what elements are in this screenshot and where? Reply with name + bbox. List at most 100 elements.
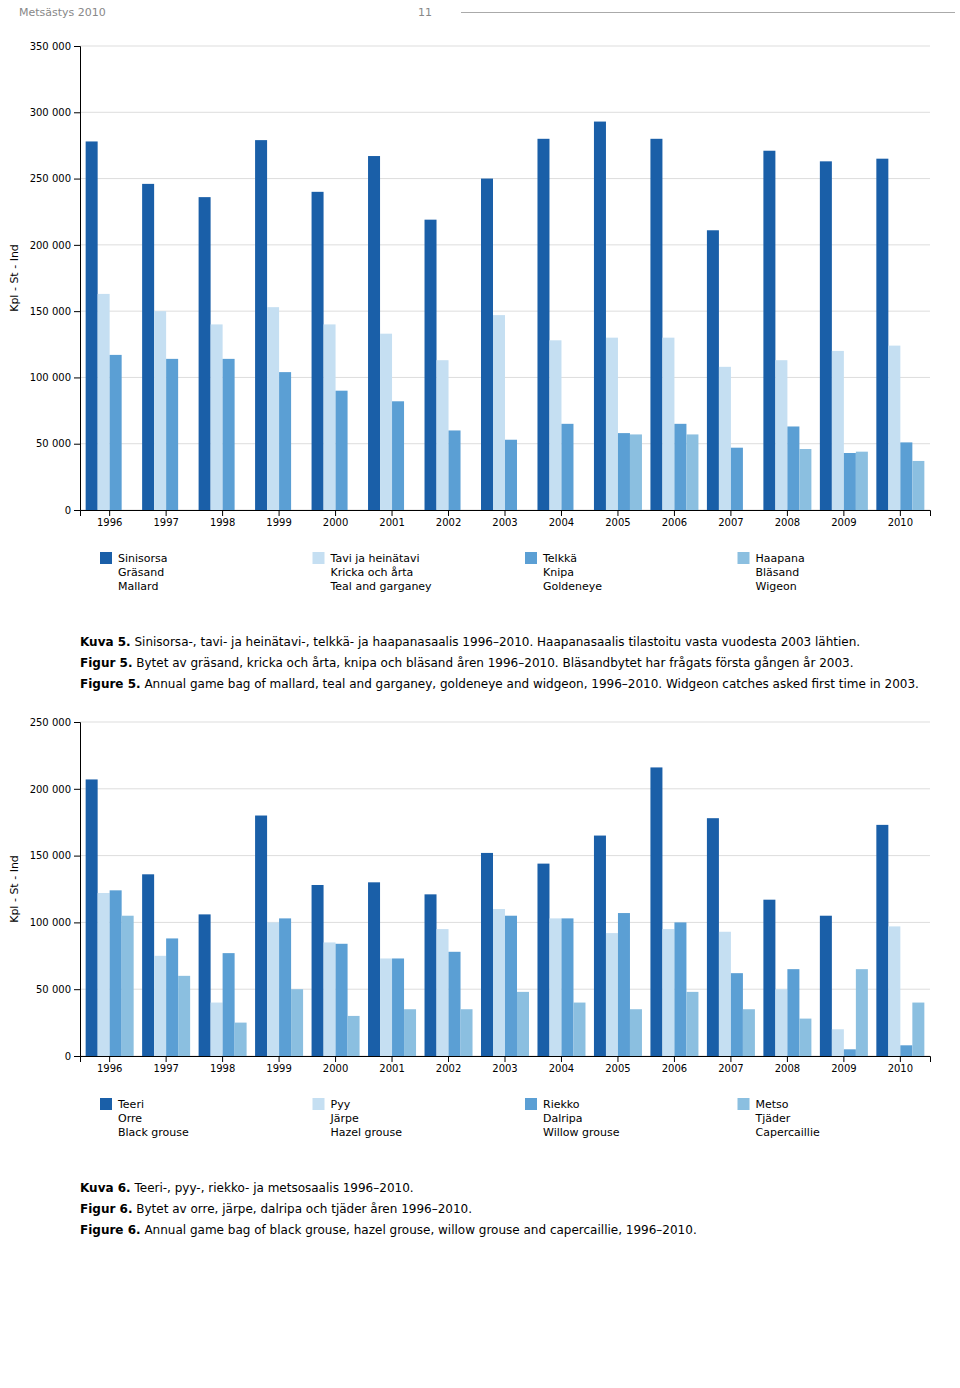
y-tick-label: 0 xyxy=(65,1051,71,1062)
bar xyxy=(449,430,461,510)
bars xyxy=(86,122,925,510)
bar-series xyxy=(98,893,901,1056)
y-axis: 050 000100 000150 000200 000250 000300 0… xyxy=(30,41,81,516)
bar xyxy=(291,990,303,1057)
legend-label-line: Willow grouse xyxy=(543,1126,620,1139)
x-tick: 2007 xyxy=(718,510,743,528)
bar xyxy=(142,875,154,1057)
grid-line xyxy=(80,46,930,47)
y-tick-label: 100 000 xyxy=(30,917,71,928)
y-tick-mark xyxy=(74,444,80,445)
x-tick: 2001 xyxy=(379,510,404,528)
y-axis-line xyxy=(74,723,81,1057)
x-axis-line xyxy=(81,1057,931,1063)
bar xyxy=(279,372,291,510)
x-tick: 2001 xyxy=(379,1056,404,1074)
y-tick-mark xyxy=(74,990,80,991)
bar xyxy=(820,916,832,1056)
legend-swatch xyxy=(525,1098,537,1110)
y-tick: 100 000 xyxy=(30,917,80,928)
legend-label: HaapanaBläsandWigeon xyxy=(756,552,805,593)
legend-swatch xyxy=(525,552,537,564)
bar xyxy=(348,510,360,511)
captions: Kuva 6. Teeri-, pyy-, riekko- ja metsosa… xyxy=(80,1180,930,1238)
bar xyxy=(437,929,449,1056)
x-tick-mark xyxy=(787,1056,788,1062)
bar-series xyxy=(122,916,925,1056)
bar xyxy=(832,351,844,510)
y-tick: 150 000 xyxy=(30,851,80,862)
x-tick-label: 2000 xyxy=(323,1063,348,1074)
y-tick: 0 xyxy=(65,1051,80,1062)
bar xyxy=(481,853,493,1056)
x-tick-label: 1999 xyxy=(266,517,291,528)
legend-item: SinisorsaGräsandMallard xyxy=(100,552,168,593)
x-tick-mark xyxy=(674,1056,675,1062)
y-tick-label: 0 xyxy=(65,505,71,516)
y-tick-label: 100 000 xyxy=(30,372,71,383)
bar xyxy=(900,442,912,510)
x-tick-mark xyxy=(448,510,449,516)
x-tick-label: 2009 xyxy=(831,517,856,528)
x-tick-label: 2009 xyxy=(831,1063,856,1074)
x-tick-mark xyxy=(222,510,223,516)
bar xyxy=(674,923,686,1057)
bar xyxy=(686,992,698,1056)
bar xyxy=(380,959,392,1057)
caption: Figure 5. Annual game bag of mallard, te… xyxy=(80,676,930,693)
bar xyxy=(336,391,348,510)
captions: Kuva 5. Sinisorsa-, tavi- ja heinätavi-,… xyxy=(80,634,930,692)
x-tick-label: 1996 xyxy=(97,1063,122,1074)
legend-label: Tavi ja heinätaviKricka och årtaTeal and… xyxy=(330,552,433,593)
x-tick: 1997 xyxy=(153,1056,178,1074)
x-tick-mark xyxy=(109,1056,110,1062)
bar xyxy=(606,338,618,510)
legend: SinisorsaGräsandMallard Tavi ja heinätavi… xyxy=(100,552,805,593)
bar xyxy=(235,1023,247,1056)
bar xyxy=(707,819,719,1057)
bar xyxy=(110,355,122,510)
bar xyxy=(392,401,404,510)
x-tick: 1999 xyxy=(266,1056,291,1074)
x-tick-mark xyxy=(730,1056,731,1062)
x-tick-label: 2002 xyxy=(436,1063,461,1074)
bar xyxy=(166,359,178,510)
x-tick-mark xyxy=(279,510,280,516)
bar xyxy=(573,1003,585,1056)
caption-lead: Figure 5. xyxy=(80,677,141,691)
header: Metsästys 201011 xyxy=(0,0,960,30)
chart: 050 000100 000150 000200 000250 000300 0… xyxy=(0,30,960,630)
x-tick: 1997 xyxy=(153,510,178,528)
y-axis: 050 000100 000150 000200 000250 000 xyxy=(30,717,81,1062)
bar xyxy=(279,919,291,1057)
x-tick: 2003 xyxy=(492,1056,517,1074)
bar xyxy=(324,943,336,1057)
x-tick: 1998 xyxy=(210,1056,235,1074)
bar xyxy=(404,510,416,511)
x-tick-mark xyxy=(843,1056,844,1062)
bar xyxy=(606,933,618,1056)
y-tick-label: 300 000 xyxy=(30,107,71,118)
legend-item: RiekkoDalripaWillow grouse xyxy=(525,1098,620,1139)
bar xyxy=(178,976,190,1056)
bar xyxy=(561,919,573,1057)
bar xyxy=(900,1046,912,1057)
y-tick-mark xyxy=(74,923,80,924)
legend-swatch xyxy=(738,552,750,564)
plot: 050 000100 000150 000200 000250 000300 0… xyxy=(8,41,931,593)
header-text: Metsästys 2010 xyxy=(19,6,106,19)
legend-label-line: Gräsand xyxy=(118,566,164,579)
y-tick: 50 000 xyxy=(36,438,80,449)
legend-label: TeeriOrreBlack grouse xyxy=(117,1098,189,1139)
bar xyxy=(110,891,122,1057)
x-tick-mark xyxy=(335,1056,336,1062)
bar xyxy=(674,424,686,510)
bar xyxy=(392,959,404,1057)
y-tick: 250 000 xyxy=(30,173,80,184)
bar xyxy=(876,159,888,510)
y-tick-label: 150 000 xyxy=(30,851,71,862)
chart: 050 000100 000150 000200 000250 00019961… xyxy=(0,706,960,1176)
legend-label-line: Tavi ja heinätavi xyxy=(330,552,420,565)
x-tick: 1999 xyxy=(266,510,291,528)
x-tick-label: 2005 xyxy=(605,517,630,528)
